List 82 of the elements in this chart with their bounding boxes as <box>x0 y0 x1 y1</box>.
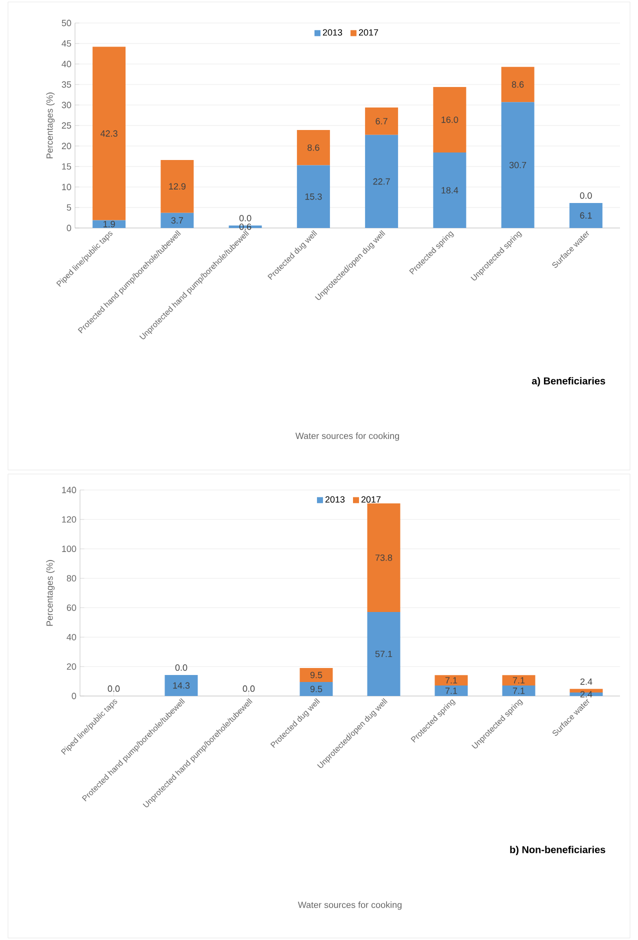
bar <box>300 668 333 682</box>
y-tick-label: 25 <box>62 122 72 129</box>
data-label: 0.0 <box>242 685 255 692</box>
data-label: 73.8 <box>375 554 392 561</box>
y-tick-label: 0 <box>66 224 72 232</box>
y-tick-label: 15 <box>62 163 72 170</box>
legend-label: 2017 <box>361 496 381 503</box>
bar <box>367 503 400 612</box>
bar <box>160 212 194 228</box>
bar <box>160 160 194 213</box>
data-label: 7.1 <box>512 677 525 684</box>
data-label: 6.1 <box>580 212 592 219</box>
data-label: 18.4 <box>442 187 458 194</box>
text: b) Non-beneficiaries <box>510 846 606 856</box>
y-tick-label: 40 <box>66 634 76 640</box>
data-label: 9.5 <box>310 686 322 692</box>
data-label: 7.1 <box>445 688 458 694</box>
bar <box>365 107 398 135</box>
legend-label: 2013 <box>325 496 345 503</box>
y-tick-label: 0 <box>72 692 76 700</box>
y-tick-label: 120 <box>62 516 76 523</box>
data-label: 7.1 <box>512 688 525 694</box>
legend-label: 2013 <box>322 29 342 36</box>
y-tick-label: 60 <box>66 604 76 611</box>
data-label: 7.1 <box>445 677 458 684</box>
bar <box>300 682 333 696</box>
y-tick-label: 20 <box>62 142 72 150</box>
y-tick-label: 10 <box>62 184 72 190</box>
y-tick-label: 100 <box>62 546 76 552</box>
data-label: 42.3 <box>100 130 118 137</box>
data-label: 2.4 <box>580 691 592 698</box>
data-label: 12.9 <box>169 183 186 190</box>
data-label: 15.3 <box>305 193 322 200</box>
bar <box>92 46 126 220</box>
bar <box>367 612 400 696</box>
data-label: 8.6 <box>308 144 320 151</box>
data-label: 0.0 <box>239 214 252 222</box>
y-tick-label: 20 <box>66 663 76 670</box>
y-tick-label: 140 <box>62 486 76 494</box>
data-label: 22.7 <box>373 178 390 185</box>
bar <box>434 675 468 686</box>
y-tick-label: 40 <box>62 60 72 68</box>
bar <box>296 165 330 228</box>
y-tick-label: 50 <box>62 20 72 26</box>
y-tick-label: 80 <box>66 575 76 582</box>
bar <box>433 152 466 228</box>
data-label: 2.4 <box>580 678 592 685</box>
y-axis-title: Percentages (%) <box>46 560 55 626</box>
bar <box>433 86 466 153</box>
y-axis-title: Percentages (%) <box>46 92 55 158</box>
data-label: 1.9 <box>104 220 115 228</box>
bar <box>92 220 126 228</box>
data-label: 0.0 <box>175 664 188 671</box>
x-axis-title: Water sources for cooking <box>295 432 400 441</box>
data-label: 30.7 <box>509 162 526 168</box>
data-label: 0.0 <box>580 192 592 199</box>
bar <box>501 66 534 102</box>
data-label: 9.5 <box>310 672 322 678</box>
x-axis-title: Water sources for cooking <box>298 901 402 910</box>
y-tick-label: 30 <box>62 102 72 108</box>
bar <box>502 675 536 686</box>
data-label: 16.0 <box>442 116 458 123</box>
text: a) Beneficiaries <box>532 377 606 386</box>
y-tick-label: 5 <box>66 204 72 211</box>
y-tick-label: 45 <box>62 40 72 47</box>
bar <box>570 692 603 696</box>
bar <box>502 686 536 696</box>
legend-label: 2017 <box>358 29 378 36</box>
bar <box>569 202 602 228</box>
bar <box>365 134 398 228</box>
data-label: 57.1 <box>375 650 392 658</box>
bar <box>434 686 468 696</box>
bar <box>570 688 603 692</box>
data-label: 0.0 <box>108 685 120 692</box>
y-tick-label: 35 <box>62 81 72 88</box>
bar <box>296 130 330 166</box>
bar <box>501 102 534 228</box>
bar <box>164 674 198 696</box>
data-label: 6.7 <box>376 118 388 124</box>
data-label: 14.3 <box>173 682 190 689</box>
data-label: 8.6 <box>512 81 524 88</box>
data-label: 3.7 <box>171 217 183 224</box>
